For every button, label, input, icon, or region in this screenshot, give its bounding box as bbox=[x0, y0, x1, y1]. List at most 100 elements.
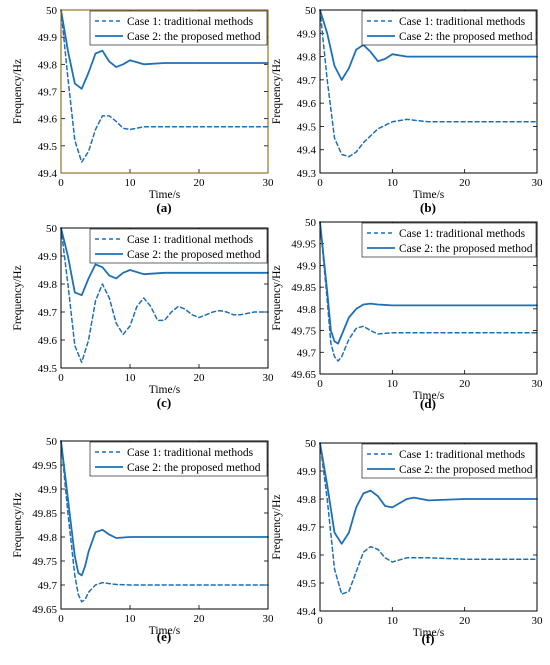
legend-label: Case 2: the proposed method bbox=[127, 462, 261, 474]
y-tick-label: 49.75 bbox=[291, 326, 316, 338]
x-axis-label: Time/s bbox=[149, 625, 181, 637]
x-axis-label: Time/s bbox=[149, 189, 181, 201]
chart-panel-1: 49.4 49.5 49.6 49.7 49.8 49.9 50 0 10 20 30 Case 1:… bbox=[12, 5, 274, 215]
legend-label: Case 2: the proposed method bbox=[127, 249, 261, 261]
x-tick-label: 10 bbox=[125, 613, 137, 625]
series-line-case2 bbox=[60, 9, 269, 90]
x-tick-label: 30 bbox=[263, 177, 275, 189]
panel-label: (d) bbox=[420, 396, 436, 411]
y-tick-label: 50 bbox=[305, 5, 317, 17]
x-tick-label: 30 bbox=[532, 615, 544, 627]
y-axis-label: Frequency/Hz bbox=[271, 494, 283, 559]
y-tick-label: 49.7 bbox=[297, 522, 317, 534]
y-tick-label: 49.95 bbox=[32, 460, 57, 472]
chart-panel-4: 49.65 49.7 49.75 49.8 49.85 49.9 49.95 50 0 10 20 3… bbox=[271, 217, 543, 411]
series-line-case1 bbox=[319, 221, 538, 362]
y-tick-label: 49.4 bbox=[297, 606, 317, 618]
x-tick-label: 20 bbox=[194, 613, 206, 625]
legend-label: Case 2: the proposed method bbox=[399, 464, 533, 476]
panel-label: (f) bbox=[422, 631, 435, 646]
x-tick-label: 30 bbox=[532, 177, 544, 189]
y-tick-label: 50 bbox=[305, 438, 317, 450]
legend-label: Case 2: the proposed method bbox=[399, 31, 533, 43]
x-axis-label: Time/s bbox=[413, 189, 445, 201]
y-tick-label: 49.3 bbox=[297, 168, 317, 180]
plot-frame bbox=[319, 9, 538, 174]
y-tick-label: 49.9 bbox=[297, 466, 317, 478]
legend-box bbox=[361, 443, 537, 479]
legend-label: Case 2: the proposed method bbox=[399, 243, 533, 255]
panel-label: (e) bbox=[157, 629, 171, 644]
legend-box bbox=[89, 10, 268, 46]
y-tick-label: 49.7 bbox=[38, 580, 58, 592]
y-tick-label: 49.65 bbox=[291, 369, 316, 381]
legend-box bbox=[361, 10, 537, 46]
legend-box bbox=[89, 441, 268, 477]
y-tick-label: 49.8 bbox=[297, 52, 317, 64]
x-tick-label: 10 bbox=[387, 615, 399, 627]
legend-label: Case 1: traditional methods bbox=[399, 16, 526, 28]
y-tick-label: 49.7 bbox=[38, 87, 58, 99]
y-tick-label: 49.6 bbox=[38, 114, 58, 126]
chart-panel-5: 49.65 49.7 49.75 49.8 49.85 49.9 49.95 50 0 10 20 3… bbox=[12, 436, 274, 644]
series-line-case2 bbox=[60, 440, 269, 577]
y-tick-label: 49.85 bbox=[32, 508, 57, 520]
y-tick-label: 49.9 bbox=[38, 32, 58, 44]
x-tick-label: 20 bbox=[194, 372, 206, 384]
x-tick-label: 10 bbox=[125, 372, 137, 384]
legend-box bbox=[89, 228, 268, 264]
x-tick-label: 30 bbox=[263, 613, 275, 625]
x-axis-label: Time/s bbox=[413, 627, 445, 639]
x-tick-label: 20 bbox=[459, 378, 471, 390]
y-tick-label: 49.7 bbox=[38, 307, 58, 319]
y-tick-label: 49.8 bbox=[38, 532, 58, 544]
y-axis-label: Frequency/Hz bbox=[12, 265, 24, 330]
y-tick-label: 49.4 bbox=[38, 168, 58, 180]
x-tick-label: 0 bbox=[58, 177, 64, 189]
x-tick-label: 0 bbox=[317, 378, 323, 390]
y-tick-label: 49.9 bbox=[297, 28, 317, 40]
x-tick-label: 0 bbox=[58, 372, 64, 384]
x-tick-label: 10 bbox=[387, 378, 399, 390]
x-tick-label: 0 bbox=[317, 615, 323, 627]
y-tick-label: 49.5 bbox=[297, 578, 317, 590]
series-line-case1 bbox=[319, 9, 538, 158]
y-tick-label: 49.5 bbox=[297, 121, 317, 133]
y-tick-label: 49.7 bbox=[297, 75, 317, 87]
x-tick-label: 10 bbox=[387, 177, 399, 189]
panel-label: (c) bbox=[157, 395, 171, 410]
series-line-case2 bbox=[319, 9, 538, 81]
y-tick-label: 49.8 bbox=[38, 279, 58, 291]
panel-label: (a) bbox=[156, 200, 171, 215]
y-tick-label: 49.6 bbox=[38, 335, 58, 347]
chart-panel-6: 49.4 49.5 49.6 49.7 49.8 49.9 50 0 10 20 30 Case 1:… bbox=[271, 438, 543, 646]
series-line-case1 bbox=[319, 442, 538, 595]
chart-panel-3: 49.5 49.6 49.7 49.8 49.9 50 0 10 20 30 Case 1: tra… bbox=[12, 223, 274, 410]
x-tick-label: 0 bbox=[317, 177, 323, 189]
series-line-case1 bbox=[60, 440, 269, 603]
x-tick-label: 0 bbox=[58, 613, 64, 625]
y-tick-label: 50 bbox=[46, 223, 58, 235]
y-tick-label: 49.9 bbox=[38, 484, 58, 496]
x-tick-label: 30 bbox=[532, 378, 544, 390]
legend-box bbox=[361, 222, 537, 258]
legend-label: Case 1: traditional methods bbox=[127, 447, 254, 459]
y-tick-label: 49.8 bbox=[297, 494, 317, 506]
y-tick-label: 49.85 bbox=[291, 282, 316, 294]
x-tick-label: 20 bbox=[459, 615, 471, 627]
y-axis-label: Frequency/Hz bbox=[271, 59, 283, 124]
y-tick-label: 49.9 bbox=[297, 260, 317, 272]
x-tick-label: 30 bbox=[263, 372, 275, 384]
legend-label: Case 1: traditional methods bbox=[399, 449, 526, 461]
y-tick-label: 49.6 bbox=[297, 98, 317, 110]
x-tick-label: 10 bbox=[125, 177, 137, 189]
legend-label: Case 1: traditional methods bbox=[399, 228, 526, 240]
y-tick-label: 50 bbox=[46, 436, 58, 448]
y-tick-label: 49.8 bbox=[38, 59, 58, 71]
chart-panel-2: 49.3 49.4 49.5 49.6 49.7 49.8 49.9 50 0 10 20 30 Cas… bbox=[271, 5, 543, 215]
plot-frame bbox=[319, 442, 538, 612]
legend-label: Case 1: traditional methods bbox=[127, 234, 254, 246]
y-tick-label: 49.6 bbox=[297, 550, 317, 562]
y-tick-label: 49.5 bbox=[38, 363, 58, 375]
